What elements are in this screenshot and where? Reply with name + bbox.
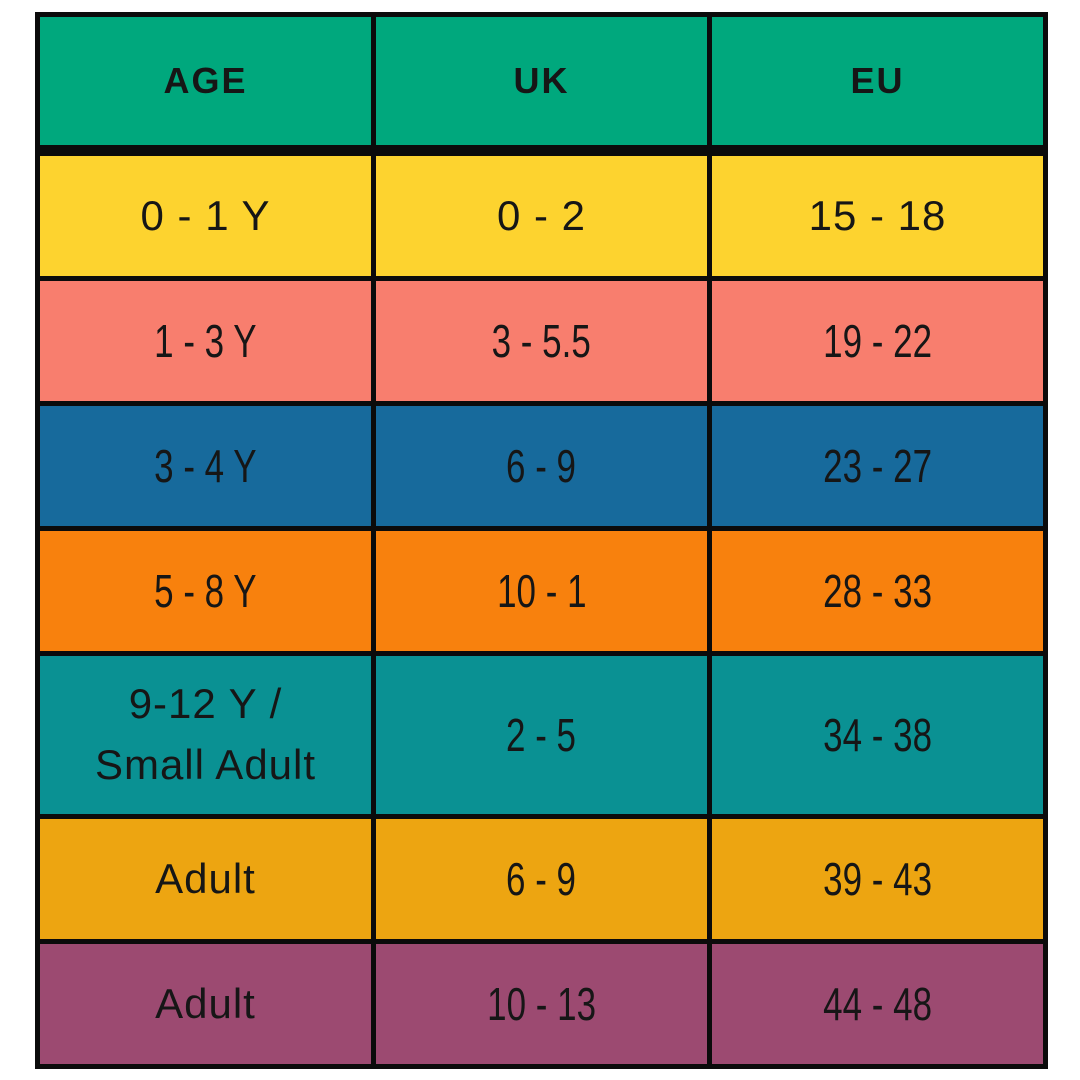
size-row-5-8y: 5 - 8 Y 10 - 1 28 - 33 xyxy=(35,526,1048,656)
size-row-0-1y: 0 - 1 Y 0 - 2 15 - 18 xyxy=(35,148,1048,281)
uk-cell: 6 - 9 xyxy=(371,814,712,944)
header-uk: UK xyxy=(371,12,712,156)
eu-cell: 44 - 48 xyxy=(707,939,1048,1069)
eu-cell: 34 - 38 xyxy=(707,651,1048,819)
eu-cell: 28 - 33 xyxy=(707,526,1048,656)
uk-cell: 6 - 9 xyxy=(371,401,712,531)
eu-cell-label: 19 - 22 xyxy=(823,315,932,367)
eu-cell: 19 - 22 xyxy=(707,276,1048,406)
age-cell-label: 5 - 8 Y xyxy=(154,564,257,617)
size-row-adult-2: Adult 10 - 13 44 - 48 xyxy=(35,939,1048,1069)
uk-cell-label: 10 - 13 xyxy=(487,978,596,1030)
age-cell: Adult xyxy=(35,939,376,1069)
size-row-adult-1: Adult 6 - 9 39 - 43 xyxy=(35,814,1048,944)
uk-cell-label: 3 - 5.5 xyxy=(491,315,592,367)
uk-cell: 0 - 2 xyxy=(371,148,712,281)
age-cell: Adult xyxy=(35,814,376,944)
uk-cell-label: 2 - 5 xyxy=(506,709,577,761)
age-cell: 9-12 Y / Small Adult xyxy=(35,651,376,819)
eu-cell-label: 39 - 43 xyxy=(823,853,932,905)
eu-cell: 23 - 27 xyxy=(707,401,1048,531)
eu-cell: 39 - 43 xyxy=(707,814,1048,944)
age-cell: 5 - 8 Y xyxy=(35,526,376,656)
size-row-1-3y: 1 - 3 Y 3 - 5.5 19 - 22 xyxy=(35,276,1048,406)
size-row-9-12y-small-adult: 9-12 Y / Small Adult 2 - 5 34 - 38 xyxy=(35,651,1048,819)
eu-cell-label: 44 - 48 xyxy=(823,978,932,1030)
uk-cell-label: 6 - 9 xyxy=(506,440,577,492)
uk-cell-label: 6 - 9 xyxy=(506,853,577,905)
eu-cell: 15 - 18 xyxy=(707,148,1048,281)
age-cell: 1 - 3 Y xyxy=(35,276,376,406)
age-cell-label: 3 - 4 Y xyxy=(154,439,257,492)
eu-cell-label: 34 - 38 xyxy=(823,709,932,761)
size-chart-table: AGE UK EU 0 - 1 Y 0 - 2 15 - 18 1 - 3 Y … xyxy=(35,12,1048,1069)
uk-cell: 2 - 5 xyxy=(371,651,712,819)
header-eu: EU xyxy=(707,12,1048,156)
eu-cell-label: 23 - 27 xyxy=(823,440,932,492)
eu-cell-label: 28 - 33 xyxy=(823,565,932,617)
uk-cell: 10 - 1 xyxy=(371,526,712,656)
uk-cell: 3 - 5.5 xyxy=(371,276,712,406)
age-cell: 0 - 1 Y xyxy=(35,148,376,281)
uk-cell-label: 10 - 1 xyxy=(496,565,587,617)
header-age: AGE xyxy=(35,12,376,156)
age-cell-label: 1 - 3 Y xyxy=(154,314,257,367)
size-row-3-4y: 3 - 4 Y 6 - 9 23 - 27 xyxy=(35,401,1048,531)
header-row: AGE UK EU xyxy=(35,12,1048,156)
age-cell: 3 - 4 Y xyxy=(35,401,376,531)
uk-cell: 10 - 13 xyxy=(371,939,712,1069)
